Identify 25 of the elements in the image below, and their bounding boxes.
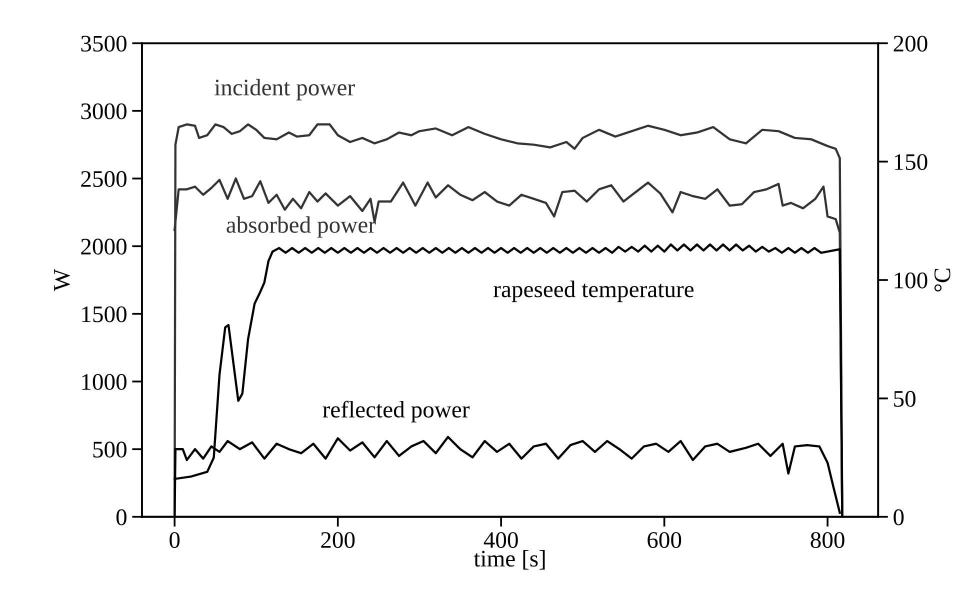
- y-tick-label: 3500: [81, 36, 126, 52]
- x-tick-label: 200: [321, 532, 355, 548]
- series-label: absorbed power: [226, 216, 376, 238]
- x-tick-label: 600: [648, 532, 682, 548]
- y2-axis-title: °C: [934, 268, 950, 292]
- series-label: incident power: [214, 78, 355, 100]
- y2-tick-label: 0: [894, 509, 904, 526]
- y-tick-label: 1500: [82, 306, 126, 322]
- y2-tick-label: 50: [894, 390, 916, 407]
- y2-tick-label: 200: [894, 36, 928, 52]
- y-tick-label: 0: [116, 509, 126, 526]
- y-tick-label: 3000: [81, 103, 126, 120]
- y-axis-title: W: [54, 268, 70, 292]
- series-label: rapeseed temperature: [494, 280, 694, 302]
- x-tick-label: 400: [484, 532, 518, 548]
- y-tick-label: 2500: [81, 171, 126, 187]
- x-axis-title: time [s]: [474, 550, 545, 570]
- x-tick-label: 0: [170, 532, 180, 548]
- y-tick-label: 2000: [81, 238, 126, 255]
- series-label: reflected power: [322, 400, 470, 422]
- y-tick-label: 500: [93, 442, 126, 458]
- y2-tick-label: 150: [894, 154, 928, 170]
- x-tick-label: 800: [810, 532, 844, 548]
- y-tick-label: 1000: [82, 374, 126, 390]
- y2-tick-label: 100: [894, 272, 928, 288]
